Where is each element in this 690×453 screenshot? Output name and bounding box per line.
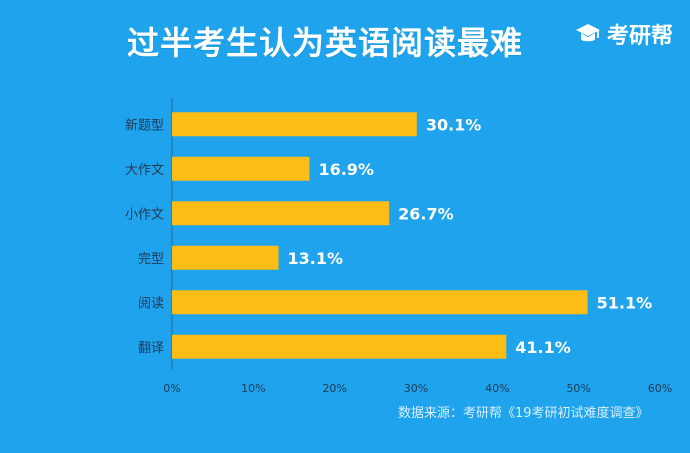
data-label: 26.7%	[398, 204, 454, 223]
bar	[172, 334, 507, 359]
category-label: 完型	[138, 252, 164, 267]
bar	[172, 112, 417, 137]
category-label: 阅读	[138, 296, 164, 311]
category-label: 新题型	[125, 117, 164, 133]
x-tick-label: 10%	[241, 382, 265, 395]
data-source-note: 数据来源：考研帮《19考研初试难度调查》	[398, 406, 649, 421]
bar	[172, 245, 279, 270]
brand-logo: 考研帮	[575, 18, 673, 50]
bar	[172, 156, 310, 181]
x-tick-label: 20%	[322, 382, 346, 395]
x-tick-label: 60%	[648, 382, 672, 395]
brand-name: 考研帮	[607, 24, 674, 49]
data-label: 41.1%	[515, 338, 571, 357]
data-label: 30.1%	[426, 115, 482, 134]
category-label: 小作文	[125, 207, 164, 222]
data-label: 51.1%	[597, 293, 653, 312]
x-tick-label: 0%	[163, 382, 180, 395]
data-label: 16.9%	[318, 160, 374, 179]
category-label: 大作文	[125, 163, 164, 178]
graduation-cap-icon	[576, 24, 600, 42]
chart-title: 过半考生认为英语阅读最难	[126, 24, 523, 62]
x-tick-label: 30%	[404, 382, 428, 395]
category-label: 翻译	[138, 341, 164, 356]
x-tick-label: 50%	[566, 382, 590, 395]
bar	[172, 201, 390, 226]
bar	[172, 290, 588, 315]
x-tick-label: 40%	[485, 382, 509, 395]
data-label: 13.1%	[288, 249, 344, 268]
